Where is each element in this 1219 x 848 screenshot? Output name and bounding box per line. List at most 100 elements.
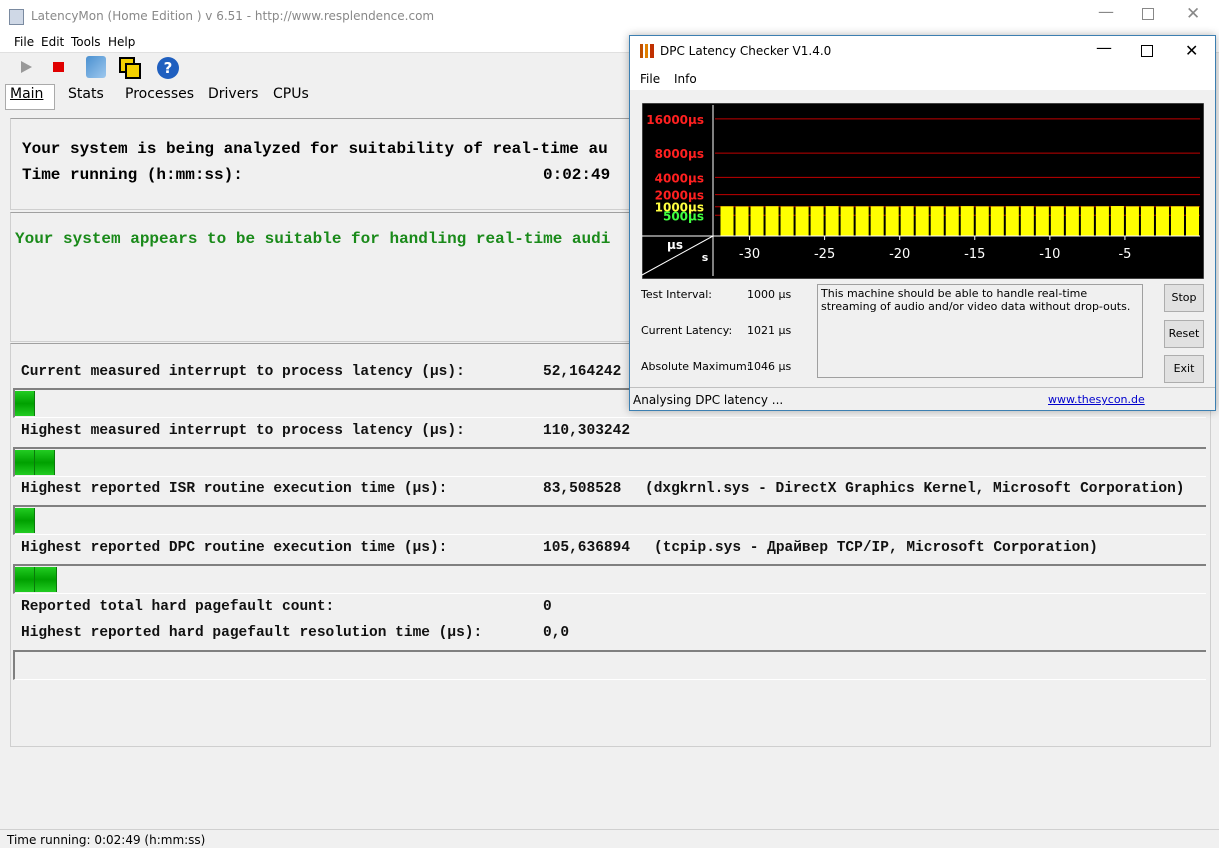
active-tab [5, 84, 55, 110]
y-tick-label: 8000µs [655, 147, 704, 161]
latency-bar [810, 206, 824, 236]
latency-bar [1125, 206, 1139, 236]
info-label: Absolute Maximum: [641, 360, 751, 373]
menu-item[interactable]: File [640, 72, 661, 86]
metric-value: 105,636894 [543, 540, 631, 556]
latency-bar [840, 206, 854, 236]
metric-detail: (tcpip.sys - Драйвер TCP/IP, Microsoft C… [654, 540, 1098, 556]
latency-bar [915, 206, 929, 236]
latency-bar [945, 206, 959, 236]
tab[interactable]: CPUs [273, 86, 309, 102]
time-value: 0:02:49 [543, 166, 611, 184]
window-icon[interactable] [125, 63, 141, 79]
message-box: This machine should be able to handle re… [817, 284, 1143, 378]
website-link[interactable]: www.thesycon.de [1048, 393, 1145, 406]
latency-bar [975, 206, 989, 236]
reset-button[interactable]: Reset [1164, 320, 1204, 348]
progress-bar [13, 505, 1206, 535]
latency-bar [1095, 206, 1109, 236]
latency-bar [795, 206, 809, 236]
info-label: Test Interval: [641, 288, 712, 301]
progress-block [15, 508, 35, 533]
info-value: 1021 µs [747, 324, 792, 337]
latency-bar [750, 206, 764, 236]
progress-block [35, 450, 55, 475]
latency-bar [780, 206, 794, 236]
y-tick-label: 2000µs [655, 189, 704, 203]
progress-block [15, 450, 35, 475]
tab[interactable]: Stats [68, 86, 104, 102]
tab[interactable]: Main [10, 86, 44, 102]
progress-block [15, 567, 35, 592]
latency-bar [1050, 206, 1064, 236]
play-button[interactable] [21, 61, 32, 73]
corner-diagonal [642, 235, 714, 276]
graph-background [642, 103, 1204, 279]
minimize-button[interactable]: — [1096, 38, 1112, 57]
latency-bar [1020, 206, 1034, 236]
latency-bar [735, 206, 749, 236]
progress-block [35, 567, 57, 592]
help-icon[interactable]: ? [157, 57, 179, 79]
dpc-status-bar: Analysing DPC latency ... www.thesycon.d… [630, 387, 1215, 411]
metric-label: Reported total hard pagefault count: [21, 599, 335, 615]
window-title: LatencyMon (Home Edition ) v 6.51 - http… [31, 9, 435, 23]
x-unit-label: s [702, 251, 709, 264]
dpc-title: DPC Latency Checker V1.4.0 [660, 44, 832, 58]
dpc-title-bar: DPC Latency Checker V1.4.0 — ✕ [630, 36, 1215, 66]
metric-label: Highest measured interrupt to process la… [21, 423, 465, 439]
minimize-button[interactable]: — [1098, 2, 1114, 21]
y-tick-label: 4000µs [655, 171, 704, 185]
latency-bar [1140, 206, 1154, 236]
latency-bar [825, 206, 839, 236]
metric-value: 0,0 [543, 625, 570, 641]
latency-bar [900, 206, 914, 236]
status-text: Time running: 0:02:49 (h:mm:ss) [7, 833, 206, 847]
title-bar: LatencyMon (Home Edition ) v 6.51 - http… [0, 0, 1219, 33]
x-tick-label: -30 [739, 247, 760, 262]
x-tick-label: -25 [814, 247, 835, 262]
latency-bar [885, 206, 899, 236]
maximize-button[interactable] [1141, 45, 1153, 57]
menu-item[interactable]: File [14, 35, 35, 49]
latency-bar [855, 206, 869, 236]
metric-label: Current measured interrupt to process la… [21, 364, 465, 380]
metric-detail: (dxgkrnl.sys - DirectX Graphics Kernel, … [645, 481, 1185, 497]
menu-item[interactable]: Edit [41, 35, 65, 49]
y-tick-label: 1000µs [655, 201, 704, 215]
maximize-button[interactable] [1142, 8, 1154, 20]
menu-item[interactable]: Info [674, 72, 697, 86]
x-tick-label: -10 [1039, 247, 1060, 262]
dpc-window: DPC Latency Checker V1.4.0 — ✕ File Info… [629, 35, 1216, 411]
tab[interactable]: Drivers [208, 86, 259, 102]
menu-item[interactable]: Help [108, 35, 136, 49]
info-label: Current Latency: [641, 324, 733, 337]
latency-bar [1035, 206, 1049, 236]
metric-label: Highest reported hard pagefault resoluti… [21, 625, 483, 641]
close-button[interactable]: ✕ [1185, 41, 1199, 60]
tool-icon[interactable] [86, 56, 106, 78]
time-label: Time running (h:mm:ss): [22, 166, 243, 184]
progress-bar [13, 564, 1206, 594]
latency-bar [990, 206, 1004, 236]
latency-bar [1080, 206, 1094, 236]
info-value: 1000 µs [747, 288, 792, 301]
stop-button[interactable] [53, 62, 64, 72]
exit-button[interactable]: Exit [1164, 355, 1204, 383]
metric-value: 52,164242 [543, 364, 622, 380]
tab[interactable]: Processes [125, 86, 195, 102]
stop-button[interactable]: Stop [1164, 284, 1204, 312]
latency-bar [930, 206, 944, 236]
app-icon [9, 9, 24, 25]
x-tick-label: -20 [889, 247, 910, 262]
latency-bar [765, 206, 779, 236]
menu-item[interactable]: Tools [71, 35, 101, 49]
y-tick-label: 500µs [663, 209, 704, 223]
close-button[interactable]: ✕ [1186, 4, 1201, 24]
analysis-heading: Your system is being analyzed for suitab… [22, 140, 608, 158]
x-tick-label: -15 [964, 247, 985, 262]
latency-bar [1005, 206, 1019, 236]
latency-bar [870, 206, 884, 236]
y-tick-label: 16000µs [646, 113, 704, 127]
